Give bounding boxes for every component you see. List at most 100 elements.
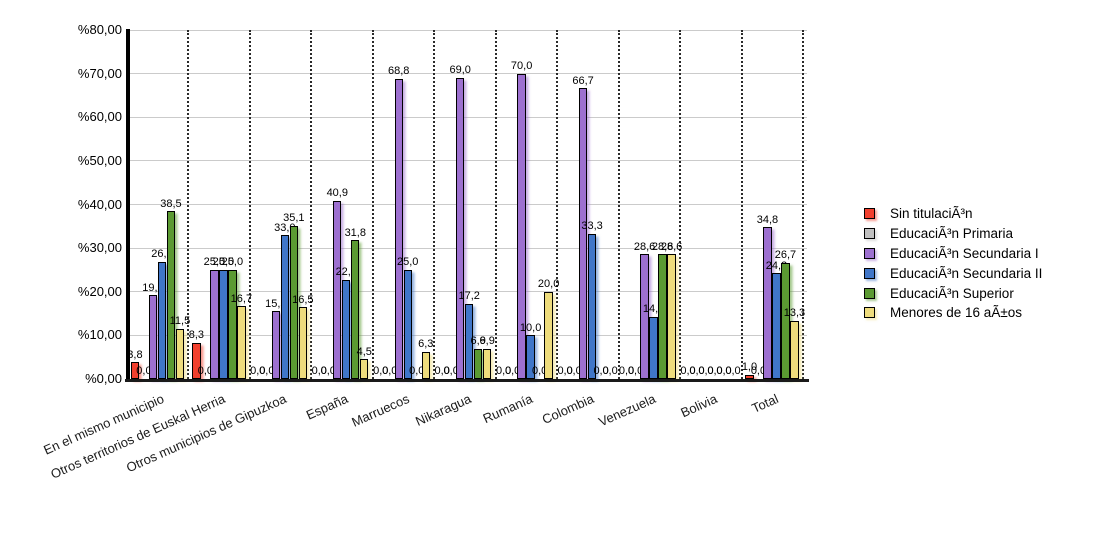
plot-vertical-gridline <box>310 30 313 379</box>
bar <box>456 77 465 379</box>
y-axis-tick-label: %80,00 <box>77 22 122 37</box>
legend-swatch-icon <box>864 267 875 279</box>
value-label: 0,0 <box>320 365 336 377</box>
bar <box>360 359 369 379</box>
value-label: 25,0 <box>397 256 419 269</box>
value-label: 10,0 <box>519 321 542 334</box>
value-label: 68,8 <box>388 65 410 78</box>
bar <box>474 348 483 379</box>
bar <box>465 303 474 379</box>
bar <box>130 362 140 379</box>
bar <box>772 273 781 379</box>
value-label: 8,3 <box>188 329 205 342</box>
bar <box>640 254 649 379</box>
value-label: 0,0 <box>698 365 714 377</box>
bar <box>658 254 667 379</box>
value-label: 17,2 <box>458 290 480 303</box>
y-axis-tick-label: %20,00 <box>77 283 122 299</box>
value-label: 0,0 <box>495 365 512 377</box>
value-label: 0,0 <box>434 365 450 377</box>
y-gridline <box>127 247 807 249</box>
value-label: 0,0 <box>250 365 266 377</box>
bar <box>587 233 597 379</box>
bar <box>237 306 246 379</box>
value-label: 13,3 <box>783 307 806 320</box>
y-axis-tick-label: %50,00 <box>77 152 122 168</box>
value-label: 0,0 <box>627 365 644 377</box>
bar <box>148 295 158 379</box>
bar <box>271 311 281 379</box>
bar <box>298 307 308 379</box>
value-label: 4,5 <box>356 345 372 358</box>
legend: Sin titulaciÃ³n EducaciÃ³n Primaria Educac… <box>864 204 1042 323</box>
bar <box>667 254 676 379</box>
y-gridline <box>127 204 807 205</box>
category-label: Colombia <box>539 391 597 428</box>
value-label: 0,0 <box>689 365 705 377</box>
plot-vertical-gridline <box>433 30 436 379</box>
bar <box>210 269 219 379</box>
value-label: 26,9 <box>151 248 173 261</box>
category-label: España <box>303 391 351 423</box>
legend-item: EducaciÃ³n Primaria <box>864 224 1042 244</box>
y-axis-tick-label: %70,00 <box>77 65 122 81</box>
value-label: 25,0 <box>212 256 235 269</box>
bar <box>649 316 658 379</box>
legend-swatch-icon <box>864 208 875 220</box>
bar <box>403 269 412 379</box>
value-label: 25,0 <box>203 256 226 269</box>
value-label: 20,0 <box>537 278 560 291</box>
value-label: 28,6 <box>660 240 683 253</box>
value-label: 1,0 <box>741 361 758 374</box>
value-label: 0,0 <box>557 365 573 377</box>
category-label: Nikaragua <box>412 391 474 429</box>
y-gridline <box>127 116 807 118</box>
y-axis-tick-label: %0,00 <box>85 371 122 386</box>
bar <box>790 320 799 379</box>
value-label: 0,0 <box>680 365 696 377</box>
y-gridline <box>127 160 807 162</box>
value-label: 0,0 <box>504 365 521 377</box>
y-axis-tick-label: %40,00 <box>77 196 122 212</box>
bar <box>394 78 403 379</box>
value-label: 0,0 <box>443 365 459 377</box>
legend-label: EducaciÃ³n Primaria <box>890 226 1014 242</box>
value-label: 22,7 <box>335 266 357 279</box>
plot-vertical-gridline <box>617 30 620 379</box>
bar <box>745 374 754 379</box>
bar <box>280 235 290 379</box>
plot-vertical-gridline <box>679 30 682 379</box>
bar <box>333 200 342 379</box>
legend-item: EducaciÃ³n Secundaria I <box>864 244 1042 264</box>
y-gridline <box>127 73 807 75</box>
y-axis-tick-label: %10,00 <box>77 327 122 343</box>
bar <box>483 348 492 379</box>
value-label: 0,0 <box>311 365 327 377</box>
legend-item: EducaciÃ³n Secundaria II <box>864 263 1042 283</box>
value-label: 0,0 <box>373 365 389 377</box>
value-label: 28,6 <box>651 240 674 253</box>
bar <box>157 261 167 379</box>
y-axis-tick-label: %30,00 <box>77 240 122 256</box>
y-axis-line <box>126 29 130 382</box>
value-label: 35,1 <box>283 212 305 225</box>
legend-label: EducaciÃ³n Secundaria I <box>890 245 1039 261</box>
category-label: Bolivia <box>677 391 719 421</box>
value-label: 69,0 <box>449 64 471 77</box>
plot-vertical-gridline <box>187 30 190 379</box>
legend-swatch-icon <box>864 307 875 319</box>
category-label: Rumanía <box>480 391 535 427</box>
value-label: 0,0 <box>593 365 609 377</box>
plot-vertical-gridline <box>371 30 374 379</box>
legend-label: Menores de 16 aÃ±os <box>890 305 1022 321</box>
bar <box>175 328 185 379</box>
plot-vertical-gridline <box>556 30 559 379</box>
legend-swatch-icon <box>864 247 875 259</box>
value-label: 66,7 <box>572 74 594 87</box>
bar <box>166 211 176 379</box>
value-label: 31,8 <box>344 226 366 239</box>
value-label: 0,0 <box>531 365 548 377</box>
y-axis-tick-label: %60,00 <box>77 109 122 125</box>
bar <box>342 279 351 379</box>
